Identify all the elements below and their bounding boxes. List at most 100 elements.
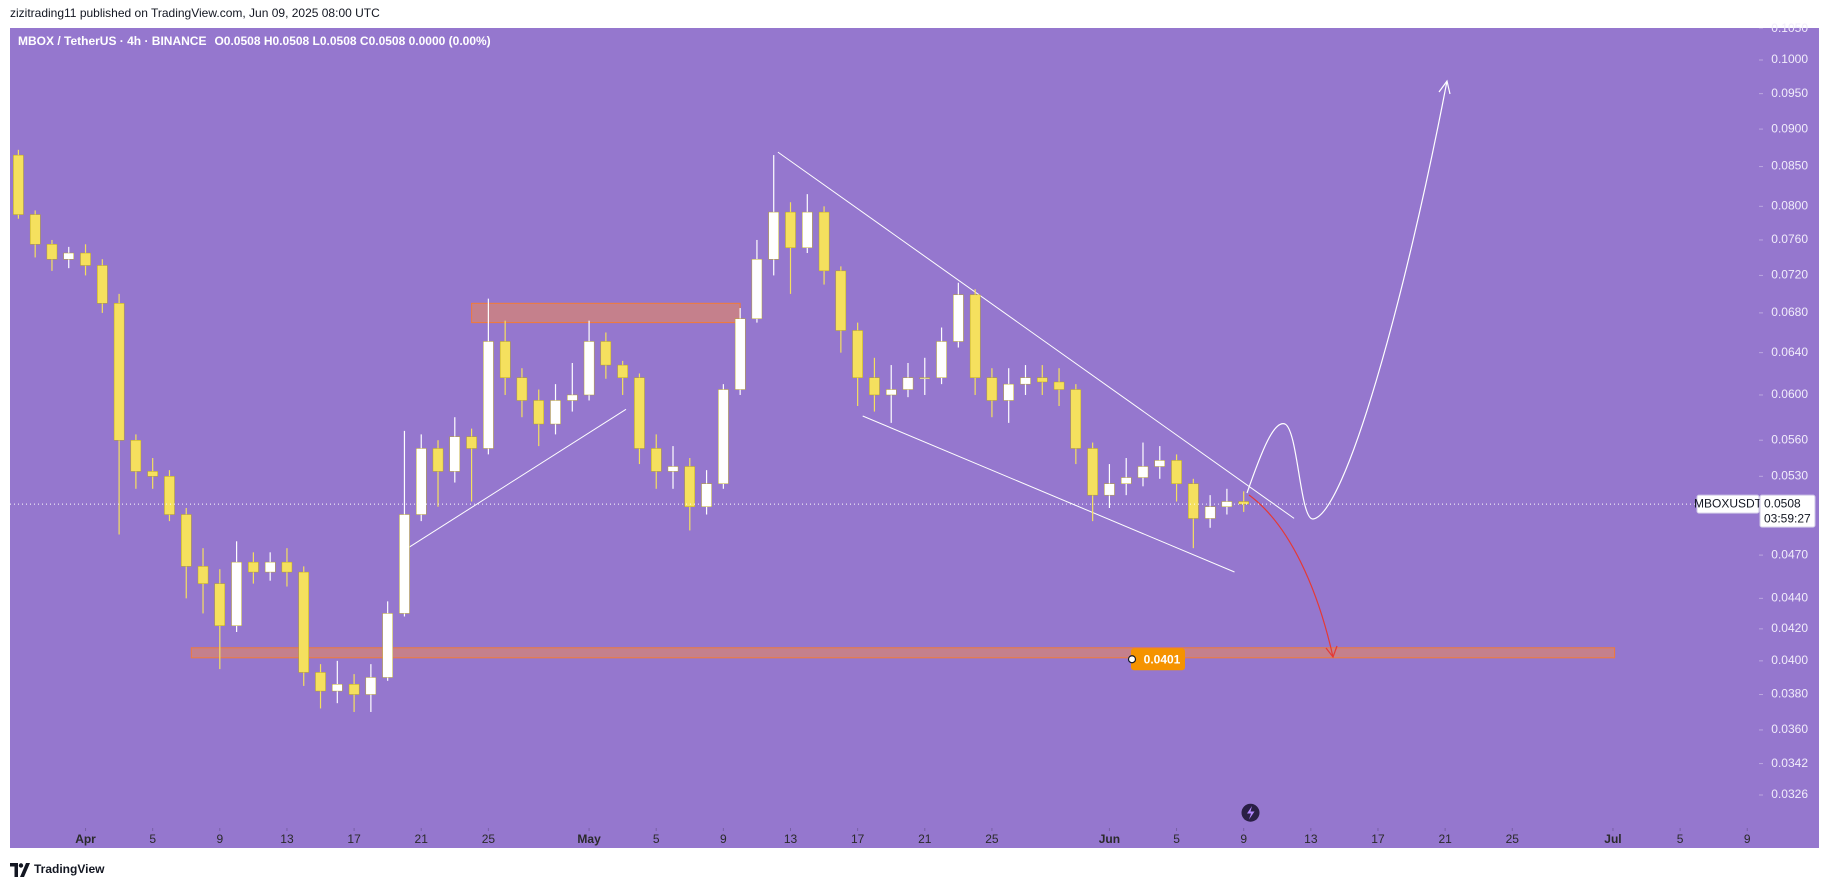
x-tick-label: Jun [1099,832,1120,846]
y-tick-label: 0.0420 [1771,621,1808,635]
candle-body [130,440,142,472]
x-tick-label: Jul [1604,832,1621,846]
event-icon-bolt [1247,806,1255,820]
candle-body [986,377,998,401]
candle-body [768,211,779,260]
x-tick-label: May [577,832,601,846]
candle-body [197,566,209,584]
y-tick-label: 0.0900 [1771,121,1808,135]
candle-body [634,377,645,449]
y-tick-label: 0.0560 [1771,432,1808,446]
candle-body [1003,383,1014,401]
publish-header: zizitrading11 published on TradingView.c… [10,6,380,20]
candle-body [13,154,24,215]
y-tick-label: 0.1050 [1771,21,1808,35]
candle-body [231,561,242,626]
candle-body [466,436,477,449]
candle-body [885,389,897,396]
candle-body [1020,377,1031,385]
y-tick-label: 0.0640 [1771,345,1808,359]
candle-body [432,448,444,472]
y-tick-label: 0.0720 [1771,268,1808,282]
x-tick-label: 5 [149,832,156,846]
candle-body [919,377,931,379]
y-tick-label: 0.0680 [1771,305,1808,319]
tradingview-logo [10,863,30,877]
last-price-label: 0.0508 [1764,496,1801,510]
x-tick-label: 17 [1371,832,1385,846]
candle-body [600,341,612,366]
footer-brand: TradingView [34,862,105,876]
bearish-arrowhead [1325,645,1338,659]
candle-body [399,514,410,614]
candle-body [869,377,880,396]
candle-body [802,211,813,248]
candle-body [1154,460,1166,467]
y-tick-label: 0.0800 [1771,198,1808,212]
symbol-badge [1696,494,1760,514]
target-badge [1131,648,1185,671]
y-tick-label: 0.0380 [1771,687,1808,701]
x-tick-label: 5 [1677,832,1684,846]
candle-body [181,514,192,567]
footer: TradingView [10,862,105,877]
y-tick-label: 0.0440 [1771,591,1808,605]
bullish-arrowhead [1438,79,1451,95]
x-tick-label: 25 [1506,832,1520,846]
tradingview-logo-dot [18,863,24,868]
y-tick-label: 0.0400 [1771,653,1808,667]
support-zone [190,647,1616,659]
candle-body [533,400,544,425]
bearish-projection [1248,494,1334,658]
candle-body [936,341,947,378]
candle-body [332,684,343,692]
candle-body [147,471,158,477]
trend-line [400,408,627,553]
candle-body [248,561,259,573]
drawings [190,79,1616,822]
candle-body [1171,460,1182,484]
candle-body [1204,506,1216,519]
candle-body [264,561,276,573]
candle-body [785,211,796,248]
countdown-label: 03:59:27 [1764,511,1811,525]
legend-ohlc: O0.0508 H0.0508 L0.0508 C0.0508 0.0000 (… [214,34,490,48]
price-badge [1759,494,1816,528]
candle-body [1053,381,1065,390]
y-tick-label: 0.0360 [1771,722,1808,736]
x-tick-label: 9 [1240,832,1247,846]
y-tick-label: 0.0470 [1771,547,1808,561]
x-tick-label: 25 [985,832,999,846]
candle-body [214,583,226,626]
candle-body [483,341,494,449]
candle-body [969,294,981,378]
bullish-projection [1246,80,1448,520]
candle-body [617,364,628,378]
y-tick-label: 0.1000 [1771,52,1808,66]
candle-body [449,436,461,472]
y-tick-label: 0.0760 [1771,232,1808,246]
target-anchor [1127,655,1137,664]
x-tick-label: 13 [784,832,798,846]
y-tick-label: 0.0850 [1771,159,1808,173]
x-tick-label: 21 [415,832,429,846]
candle-body [1087,448,1098,496]
candle-body [97,265,108,304]
candle-body [1137,466,1149,478]
candles [13,149,1249,712]
candle-body [499,341,511,378]
candle-body [46,244,58,260]
x-tick-label: 9 [1744,832,1751,846]
candle-body [1238,501,1249,505]
candle-body [650,448,662,472]
candle-body [684,466,696,507]
candle-body [1037,377,1048,383]
candle-body [164,476,175,515]
candle-body [818,211,830,272]
candle-body [113,303,125,441]
candle-body [281,561,293,573]
legend-symbol: MBOX / TetherUS · 4h · BINANCE [18,34,206,48]
y-tick-label: 0.0950 [1771,86,1808,100]
